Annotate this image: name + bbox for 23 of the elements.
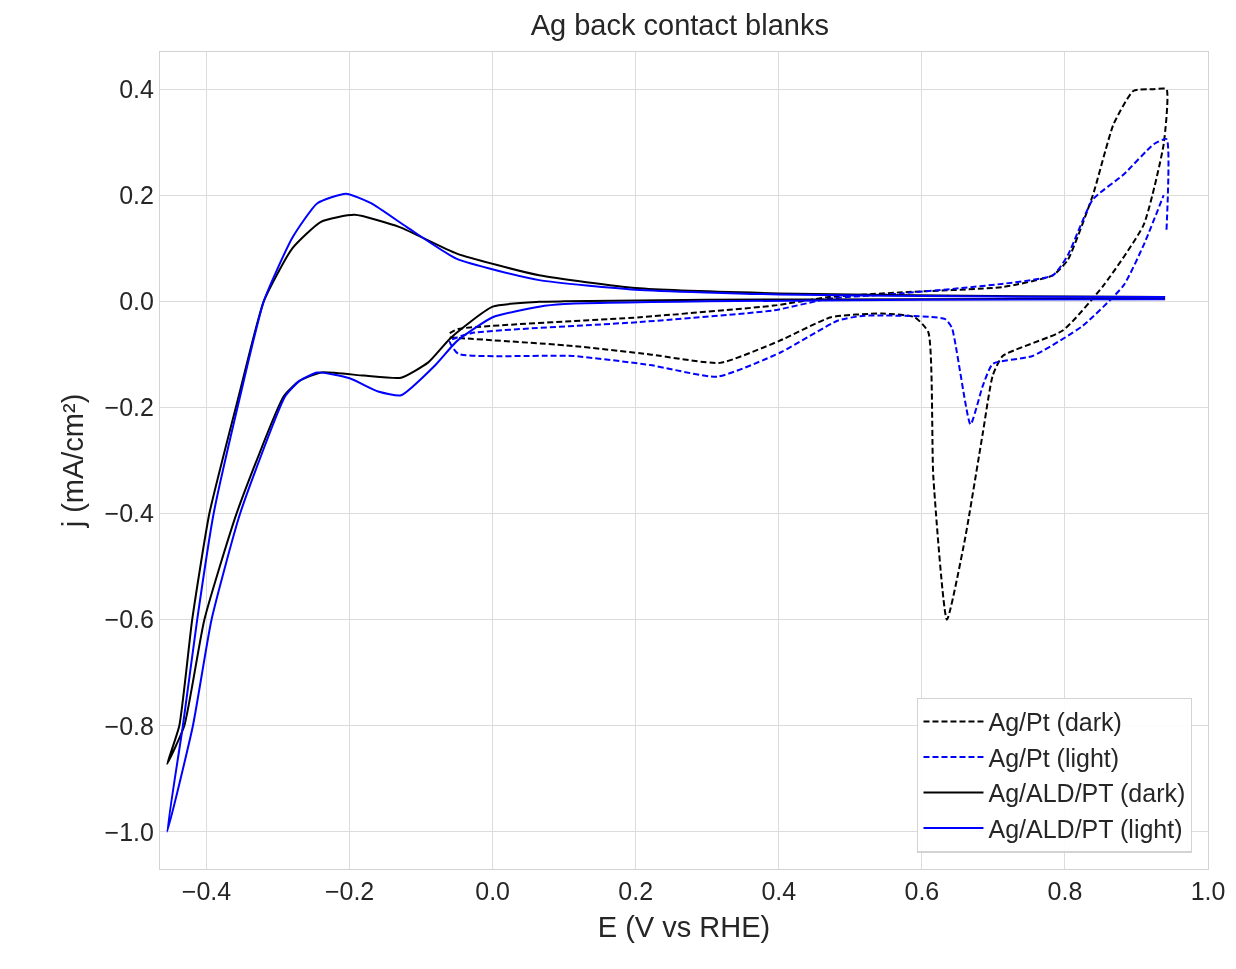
x-tick-label: 0.2	[618, 877, 654, 906]
x-tick-label: 0.4	[761, 877, 797, 906]
y-tick-label: −0.6	[104, 605, 154, 634]
legend-label: Ag/Pt (dark)	[988, 708, 1122, 737]
y-tick-label: 0.4	[119, 74, 154, 103]
chart-title: Ag back contact blanks	[530, 8, 829, 41]
x-tick-label: −0.2	[324, 877, 375, 906]
y-tick-label: 0.2	[119, 180, 154, 209]
y-tick-label: −0.2	[104, 393, 154, 422]
x-tick-label: 1.0	[1190, 877, 1226, 906]
legend-label: Ag/ALD/PT (dark)	[988, 779, 1186, 808]
legend-label: Ag/Pt (light)	[988, 743, 1120, 772]
x-tick-label: 0.0	[475, 877, 511, 906]
y-tick-label: −0.4	[104, 499, 154, 528]
x-axis-title: E (V vs RHE)	[597, 910, 771, 943]
y-tick-label: −1.0	[104, 817, 154, 846]
y-tick-label: 0.0	[119, 287, 154, 316]
x-tick-label: 0.8	[1047, 877, 1083, 906]
x-tick-label: −0.4	[181, 877, 232, 906]
y-axis-title: j (mA/cm²)	[56, 393, 89, 529]
y-tick-label: −0.8	[104, 711, 154, 740]
x-tick-label: 0.6	[904, 877, 940, 906]
legend-label: Ag/ALD/PT (light)	[988, 814, 1183, 843]
